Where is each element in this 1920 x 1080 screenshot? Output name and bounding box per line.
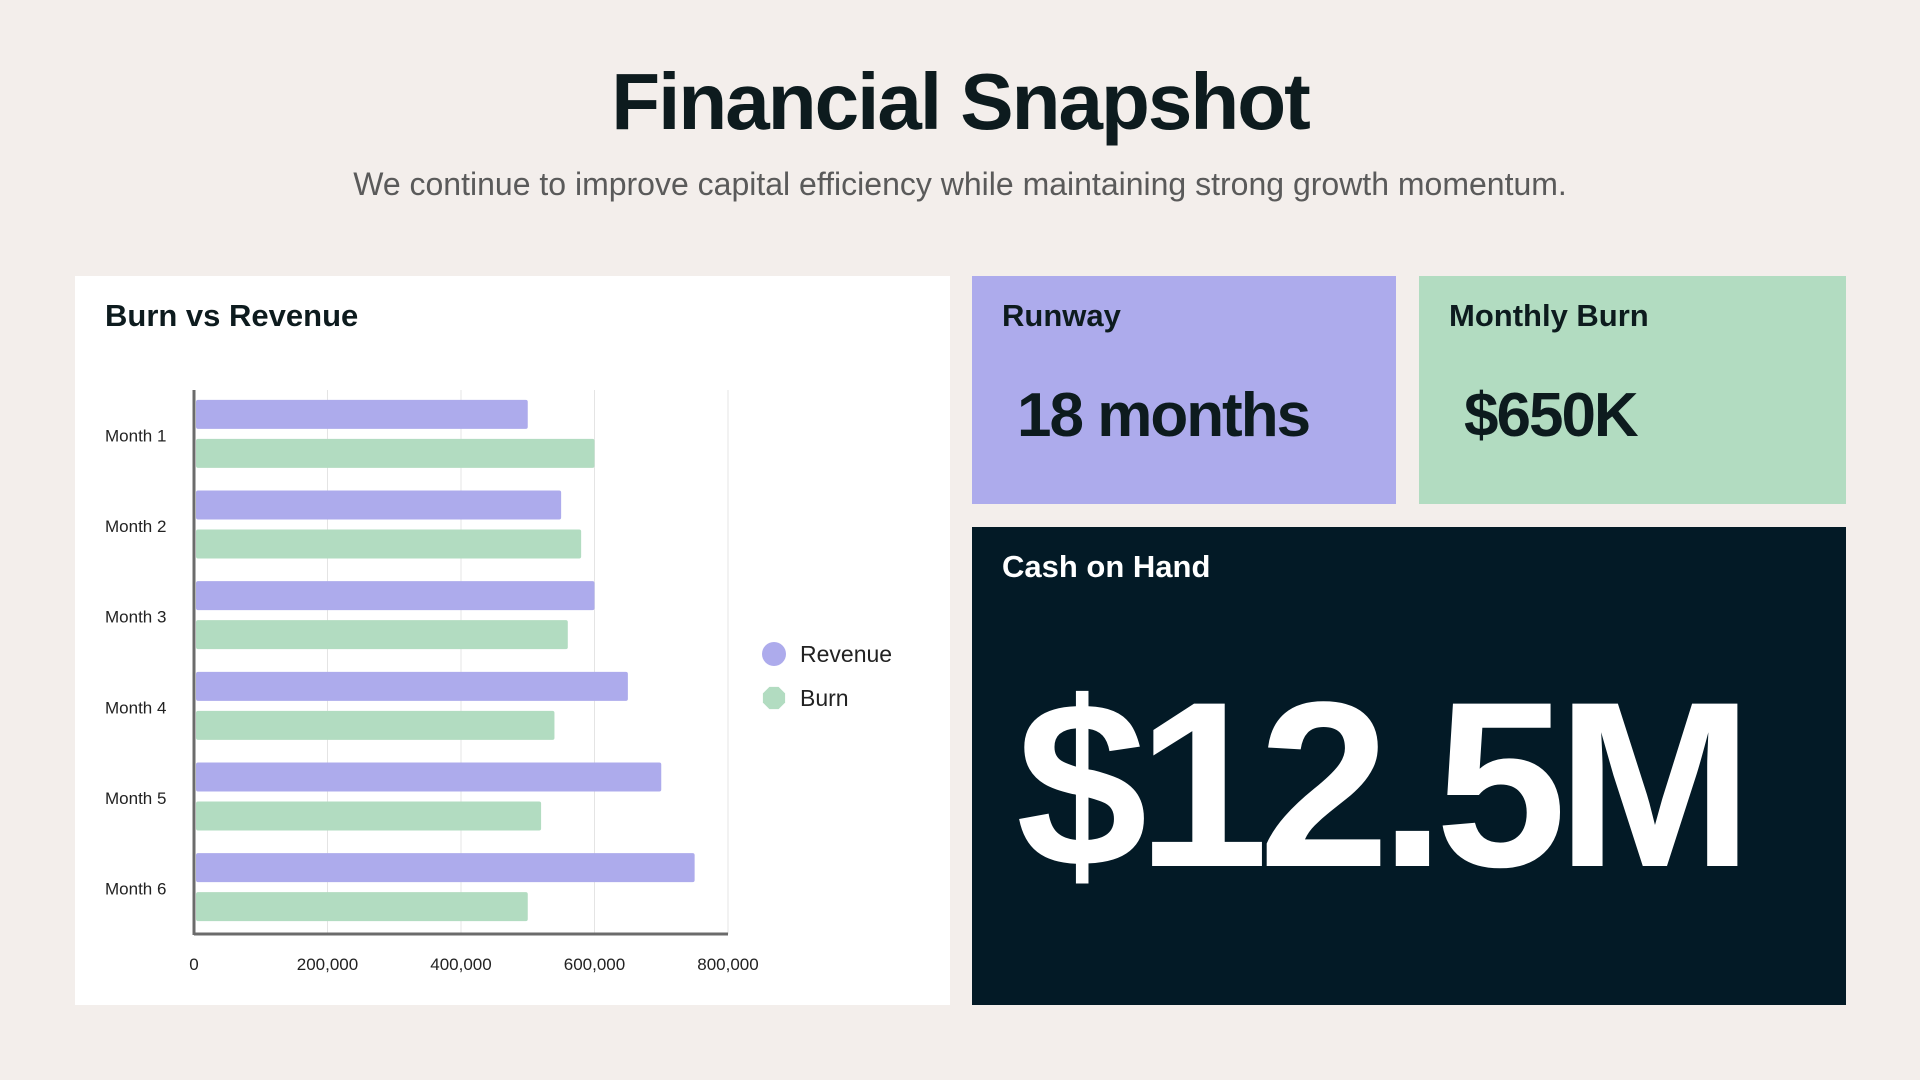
- x-tick-label: 800,000: [697, 955, 758, 974]
- burn-bar: [196, 710, 555, 740]
- burn-vs-revenue-chart: 0 200,000 400,000 600,000 800,000 Month 1 Mont…: [105, 390, 892, 974]
- burn-vs-revenue-card: 0 200,000 400,000 600,000 800,000 Month 1 Mont…: [75, 276, 950, 1005]
- revenue-bar: [196, 490, 562, 520]
- revenue-bar: [196, 853, 695, 883]
- cash-on-hand-label: Cash on Hand: [1002, 549, 1211, 584]
- revenue-bar: [196, 399, 528, 429]
- runway-card: Runway 18 months: [972, 276, 1396, 504]
- y-tick-label: Month 5: [105, 789, 166, 808]
- chart-title: Burn vs Revenue: [105, 298, 359, 333]
- legend-revenue-marker: [762, 642, 786, 666]
- monthly-burn-label: Monthly Burn: [1449, 298, 1649, 333]
- burn-bar: [196, 801, 542, 831]
- y-tick-label: Month 2: [105, 517, 166, 536]
- x-tick-label: 600,000: [564, 955, 625, 974]
- y-tick-label: Month 3: [105, 608, 166, 627]
- cash-on-hand-card: Cash on Hand $12.5M: [972, 527, 1846, 1005]
- burn-bar: [196, 892, 528, 922]
- revenue-bar: [196, 581, 595, 611]
- monthly-burn-value: $650K: [1464, 381, 1639, 450]
- legend-label-revenue: Revenue: [800, 641, 892, 667]
- cash-on-hand-value: $12.5M: [1016, 653, 1753, 917]
- runway-label: Runway: [1002, 298, 1121, 333]
- x-tick-label: 400,000: [430, 955, 491, 974]
- burn-bar: [196, 438, 595, 468]
- legend-label-burn: Burn: [800, 685, 849, 711]
- y-tick-label: Month 6: [105, 880, 166, 899]
- runway-value: 18 months: [1017, 381, 1311, 450]
- y-tick-label: Month 4: [105, 698, 166, 717]
- x-tick-label: 0: [189, 955, 198, 974]
- revenue-bar: [196, 762, 662, 792]
- revenue-bar: [196, 671, 628, 701]
- y-tick-label: Month 1: [105, 426, 166, 445]
- burn-bar: [196, 620, 568, 650]
- page-title: Financial Snapshot: [611, 57, 1310, 146]
- burn-bar: [196, 529, 582, 559]
- page-subtitle: We continue to improve capital efficienc…: [353, 166, 1567, 202]
- monthly-burn-card: Monthly Burn $650K: [1419, 276, 1846, 504]
- legend-burn-marker: [762, 686, 786, 710]
- x-tick-label: 200,000: [297, 955, 358, 974]
